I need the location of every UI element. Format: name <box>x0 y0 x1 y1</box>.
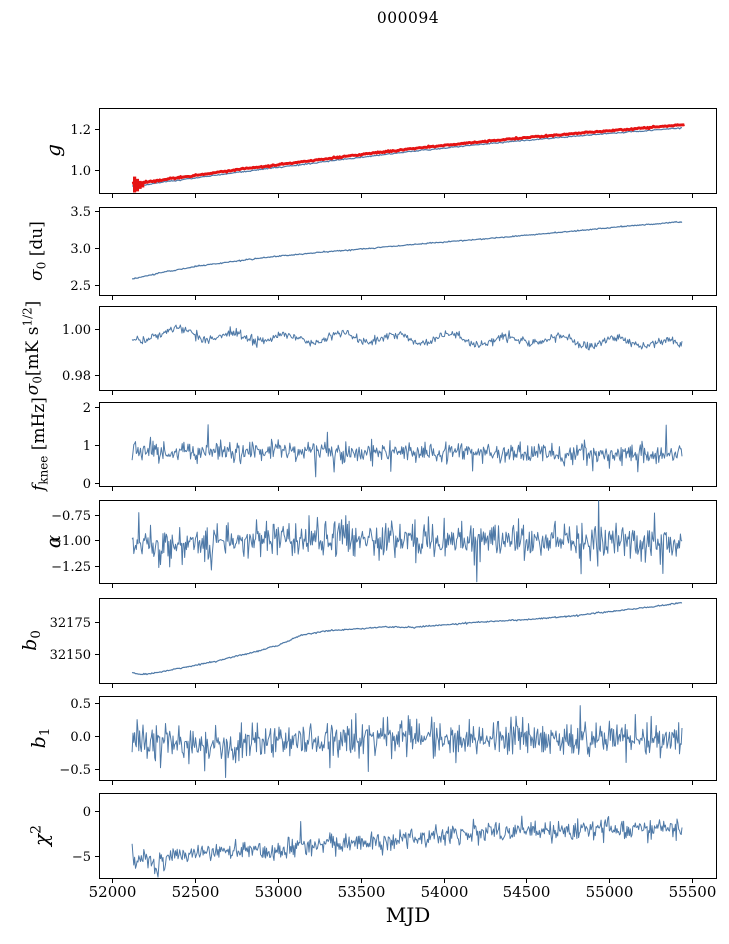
y-tick-label: −0.5 <box>59 763 91 778</box>
y-axis-label-fknee: fknee [mHz] <box>29 397 51 493</box>
series-sigma0-mk <box>131 324 683 351</box>
panel-sigma0-du: 2.5 3.0 3.5 σ0 [du] <box>27 205 717 300</box>
y-axis-label-sigma0-mk: σ0[mK s1/2] <box>21 301 45 396</box>
x-tick-label: 54000 <box>421 883 469 901</box>
panel-b1: −0.5 0.0 0.5 b1 <box>28 696 717 785</box>
x-tick-label: 55000 <box>586 883 634 901</box>
y-tick-label: 0 <box>83 477 91 492</box>
x-tick-label: 54500 <box>503 883 551 901</box>
series-g-gain <box>131 123 685 185</box>
x-tick-label: 52000 <box>89 883 137 901</box>
y-tick-label: 1 <box>83 439 91 454</box>
y-tick-label: 0 <box>83 805 91 820</box>
y-tick-label: −1.25 <box>51 560 91 575</box>
series-g-baseline <box>132 127 682 187</box>
panel-g: 1.0 1.2 g <box>41 108 717 198</box>
y-tick-label: 3.5 <box>70 205 91 220</box>
y-axis-label-b1: b1 <box>28 728 53 749</box>
y-tick-label: 0.0 <box>70 730 91 745</box>
series-chi2 <box>131 815 683 878</box>
figure-title: 000094 <box>376 9 440 27</box>
y-tick-label: −0.75 <box>51 509 91 524</box>
series-sigma0-du <box>131 220 683 280</box>
y-axis-label-alpha: α <box>41 534 65 548</box>
panel-alpha: −1.25 −1.00 −0.75 α <box>41 500 717 588</box>
y-tick-label: −5 <box>72 850 91 865</box>
y-tick-label: 32150 <box>50 648 91 663</box>
x-tick-label: 52500 <box>172 883 220 901</box>
series-b0 <box>131 601 683 676</box>
y-tick-label: 2 <box>83 401 91 416</box>
y-tick-label: −1.00 <box>51 534 91 549</box>
y-tick-label: 0.5 <box>70 697 91 712</box>
y-tick-label: 1.2 <box>70 123 91 138</box>
series-b1 <box>131 705 683 778</box>
x-tick-label: 53000 <box>255 883 303 901</box>
y-tick-label: 3.0 <box>70 242 91 257</box>
y-axis-label-b0: b0 <box>19 630 44 651</box>
panel-fknee: 0 1 2 fknee [mHz] <box>29 397 717 493</box>
panel-sigma0-mk: 0.98 1.00 σ0[mK s1/2] <box>21 301 717 396</box>
series-alpha <box>131 500 683 583</box>
y-tick-label: 1.00 <box>62 323 91 338</box>
y-axis-label-sigma0-du: σ0 [du] <box>27 221 49 281</box>
x-axis-label: MJD <box>385 903 431 927</box>
panel-b0: 32150 32175 b0 <box>19 598 717 688</box>
x-tick-label: 53500 <box>338 883 386 901</box>
y-axis-label-g: g <box>41 144 65 157</box>
y-tick-label: 0.98 <box>62 369 91 384</box>
panel-chi2: 52000 52500 53000 53500 54000 54500 55000 55500… <box>28 793 717 901</box>
y-tick-label: 1.0 <box>70 164 91 179</box>
y-tick-label: 32175 <box>50 616 91 631</box>
y-axis-label-chi2: χ2 <box>28 825 53 848</box>
y-tick-label: 2.5 <box>70 279 91 294</box>
series-fknee <box>131 424 683 478</box>
x-tick-label: 55500 <box>669 883 717 901</box>
